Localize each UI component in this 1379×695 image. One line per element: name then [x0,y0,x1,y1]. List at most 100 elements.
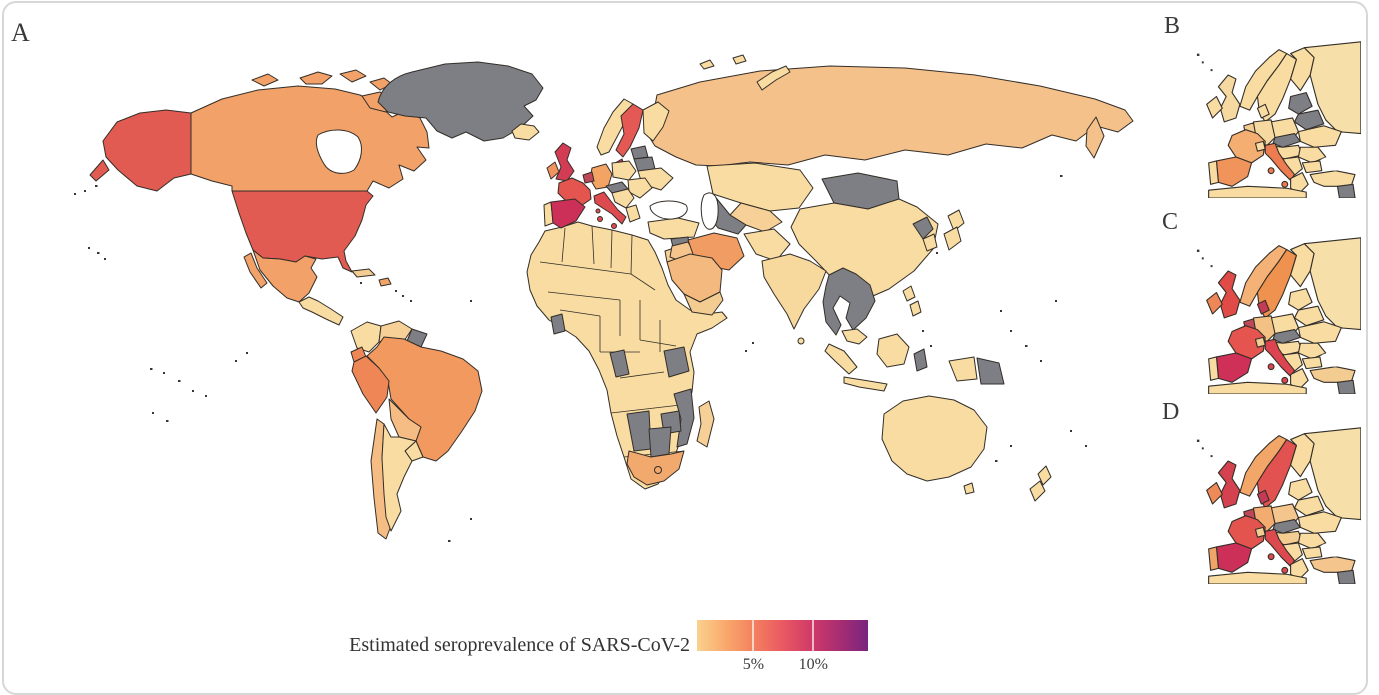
legend-tick-label-5: 5% [742,656,765,673]
country-belarus [1295,306,1324,326]
country-ukraine [1298,322,1341,343]
country-czech_slovakia [1273,134,1300,148]
country-ukraine [1298,512,1341,533]
legend-tick-label-10: 10% [798,656,828,673]
country-romania [1298,147,1325,163]
country-france [1228,516,1265,549]
country-greece [1291,369,1309,390]
country-switzerland [1255,141,1265,151]
country-north_africa [1209,186,1307,198]
country-bulgaria [1302,357,1322,369]
legend-gradient-bar [697,620,868,651]
europe-inset-d [1196,422,1361,584]
country-novaya [757,66,790,90]
panel-b-label: B [1164,13,1181,39]
country-australia [882,396,987,481]
legend-tick-mark-5 [752,620,755,651]
country-japan [944,227,961,250]
country-portugal [1209,161,1219,184]
country-philippines [910,301,921,316]
country-argentina [382,424,416,531]
country-spain [1216,543,1251,572]
country-turkey [1310,171,1355,187]
country-italy [1282,567,1288,573]
country-syria [1337,380,1355,394]
country-italy [1268,554,1274,560]
country-mexico [244,253,267,288]
country-china [791,199,938,299]
country-botswana [649,427,671,457]
country-afghanistan_pakistan [744,229,790,261]
country-png [977,358,1004,384]
country-new_zealand [1038,466,1051,485]
country-italy [1282,377,1288,383]
country-sulawesi [914,349,927,371]
country-japan [948,210,964,231]
country-finland [1291,48,1314,91]
black-sea-inset [1321,156,1348,171]
country-bulgaria [1302,547,1322,559]
country-baltics [631,146,648,159]
country-svalbard [733,55,746,64]
country-west_papua [949,357,977,381]
country-romania [1298,533,1325,549]
lesotho-ring [655,467,662,474]
country-uk [555,143,574,181]
country-uk [1218,75,1239,122]
country-ireland [1207,97,1223,118]
country-portugal [1209,547,1219,570]
country-benelux [583,172,594,183]
panel-a-label: A [11,18,30,47]
country-sri_lanka [798,338,804,344]
country-greece [1291,173,1309,194]
country-russia [646,66,1133,166]
country-italy [1268,168,1274,174]
country-indochina [823,268,875,335]
country-turkey [648,218,699,239]
country-italy [612,224,617,229]
country-switzerland [1255,337,1265,347]
country-romania [1298,343,1325,359]
panel-c-label: C [1162,209,1179,235]
country-italy [1268,364,1274,370]
country-tanzania [664,347,689,377]
country-belarus [1295,496,1324,516]
country-greece [1291,559,1309,580]
country-canada [252,74,278,86]
country-iceland [512,124,539,140]
country-spain [551,199,585,228]
country-france [558,178,591,206]
country-canada [300,72,332,84]
country-syria [1337,184,1355,198]
country-syria [1337,570,1355,584]
country-russia [1086,117,1104,158]
caspian-sea [701,193,718,229]
country-greenland [378,62,543,141]
country-switzerland [1255,527,1265,537]
legend: Estimated seroprevalence of SARS-CoV-2 5… [0,610,1379,690]
panel-d-label: D [1162,399,1180,425]
country-spain [1216,353,1251,382]
country-denmark [1257,300,1269,314]
europe-inset-c [1196,232,1361,394]
country-baltics [1289,289,1312,310]
legend-title: Estimated seroprevalence of SARS-CoV-2 [349,634,690,656]
country-mexico [253,250,317,302]
country-peru [352,356,389,413]
country-north_korea [913,217,933,239]
iceland-specks [1196,53,1213,72]
country-canada [340,70,366,82]
country-svalbard [700,60,714,69]
country-baltics [1289,93,1312,114]
country-denmark [1257,490,1269,504]
country-italy [594,192,626,224]
iceland-specks [1196,249,1213,268]
country-ghana [551,314,565,334]
country-malaysia [842,329,867,344]
country-java [844,377,887,391]
country-portugal [1209,357,1219,380]
country-ukraine [1298,126,1341,147]
country-uk [1218,461,1239,508]
country-cuba [352,269,375,277]
